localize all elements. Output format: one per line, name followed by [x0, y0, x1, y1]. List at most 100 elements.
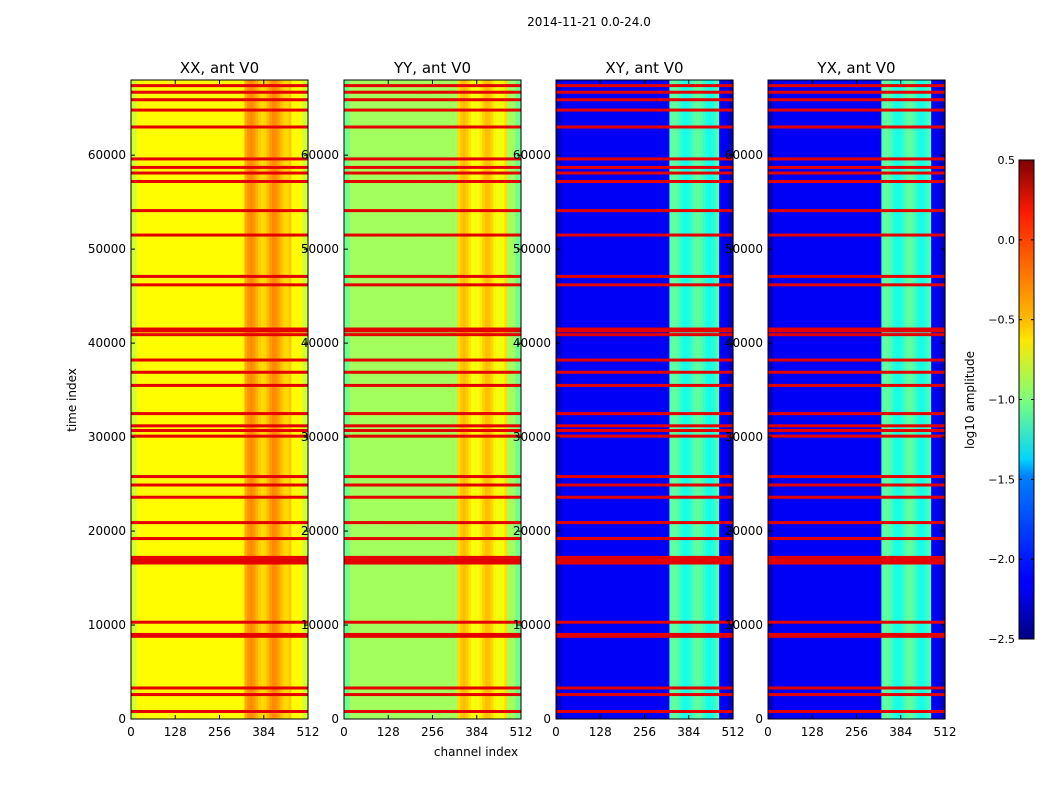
flagged-row: [131, 555, 308, 559]
heatmap-column: [768, 80, 772, 719]
flagged-row: [768, 537, 945, 541]
heatmap-column: [867, 80, 871, 719]
flagged-row: [556, 434, 733, 438]
heatmap-column: [909, 80, 913, 719]
colorbar-tick-label: 0.5: [998, 154, 1016, 167]
heatmap-column: [672, 80, 676, 719]
flagged-row: [344, 90, 521, 94]
heatmap-column: [878, 80, 882, 719]
flagged-row: [131, 333, 308, 337]
heatmap-column: [352, 80, 356, 719]
heatmap-column: [457, 80, 461, 719]
heatmap-column: [622, 80, 626, 719]
heatmap-column: [702, 80, 706, 719]
x-tick-label: 512: [934, 725, 957, 739]
heatmap-column: [873, 80, 877, 719]
heatmap-column: [713, 80, 718, 719]
heatmap-column: [591, 80, 596, 719]
y-tick-label: 20000: [88, 524, 126, 538]
heatmap-column: [925, 80, 930, 719]
heatmap-column: [440, 80, 445, 719]
y-tick-label: 60000: [513, 148, 551, 162]
heatmap-column: [567, 80, 571, 719]
heatmap-column: [349, 80, 353, 719]
heatmap-column: [683, 80, 687, 719]
heatmap-column: [933, 80, 938, 719]
heatmap-column: [166, 80, 171, 719]
heatmap-column: [429, 80, 434, 719]
flagged-row: [556, 634, 733, 638]
heatmap-column: [233, 80, 237, 719]
heatmap-column: [288, 80, 293, 719]
heatmap-column: [155, 80, 160, 719]
heatmap-column: [377, 80, 381, 719]
heatmap-column: [366, 80, 370, 719]
heatmap-column: [942, 80, 946, 719]
flagged-row: [131, 327, 308, 331]
heatmap-column: [368, 80, 373, 719]
heatmap-column: [931, 80, 935, 719]
flagged-row: [556, 209, 733, 213]
heatmap-column: [272, 80, 276, 719]
flagged-row: [344, 274, 521, 278]
heatmap-column: [828, 80, 833, 719]
flagged-row: [131, 171, 308, 175]
heatmap-column: [379, 80, 384, 719]
heatmap-column: [906, 80, 910, 719]
x-tick-label: 256: [845, 725, 868, 739]
heatmap-column: [569, 80, 574, 719]
heatmap-column: [616, 80, 621, 719]
flagged-row: [344, 634, 521, 638]
heatmap-column: [834, 80, 838, 719]
heatmap-column: [586, 80, 590, 719]
heatmap-column: [150, 80, 154, 719]
heatmap-column: [770, 80, 775, 719]
heatmap-column: [247, 80, 251, 719]
flagged-row: [556, 483, 733, 487]
heatmap-column: [669, 80, 673, 719]
heatmap-column: [410, 80, 414, 719]
heatmap-column: [468, 80, 472, 719]
heatmap-column: [839, 80, 844, 719]
flagged-row: [344, 98, 521, 102]
flagged-row: [768, 620, 945, 624]
flagged-row: [768, 561, 945, 565]
heatmap-column: [473, 80, 478, 719]
heatmap-column: [396, 80, 400, 719]
colorbar: 0.5 0.0 −0.5 −1.0 −1.5 −2.0 −2.5 log10 amplitud…: [963, 154, 1035, 646]
x-axis-label: channel index: [434, 745, 518, 759]
y-tick-label: 20000: [301, 524, 339, 538]
flagged-row: [768, 98, 945, 102]
heatmap-column: [787, 80, 791, 719]
y-tick-label: 60000: [301, 148, 339, 162]
flagged-row: [344, 125, 521, 129]
flagged-row: [131, 424, 308, 428]
flagged-row: [768, 125, 945, 129]
heatmap-column: [501, 80, 506, 719]
flagged-row: [768, 370, 945, 374]
heatmap-column: [136, 80, 140, 719]
x-tick-label: 128: [164, 725, 187, 739]
heatmap-column: [260, 80, 265, 719]
flagged-row: [768, 171, 945, 175]
heatmap-column: [853, 80, 858, 719]
heatmap-column: [512, 80, 517, 719]
heatmap-column: [139, 80, 143, 719]
heatmap-column: [663, 80, 668, 719]
heatmap-column: [266, 80, 270, 719]
flagged-row: [768, 157, 945, 161]
y-tick-label: 50000: [88, 242, 126, 256]
colorbar-tick-label: 0.0: [998, 234, 1016, 247]
heatmap-column: [402, 80, 406, 719]
x-tick-label: 128: [589, 725, 612, 739]
flagged-row: [768, 634, 945, 638]
y-tick-label: 40000: [88, 336, 126, 350]
flagged-row: [344, 329, 521, 333]
heatmap-column: [556, 80, 560, 719]
heatmap-column: [485, 80, 489, 719]
flagged-row: [768, 558, 945, 562]
heatmap-column: [216, 80, 221, 719]
flagged-row: [556, 521, 733, 525]
flagged-row: [131, 537, 308, 541]
